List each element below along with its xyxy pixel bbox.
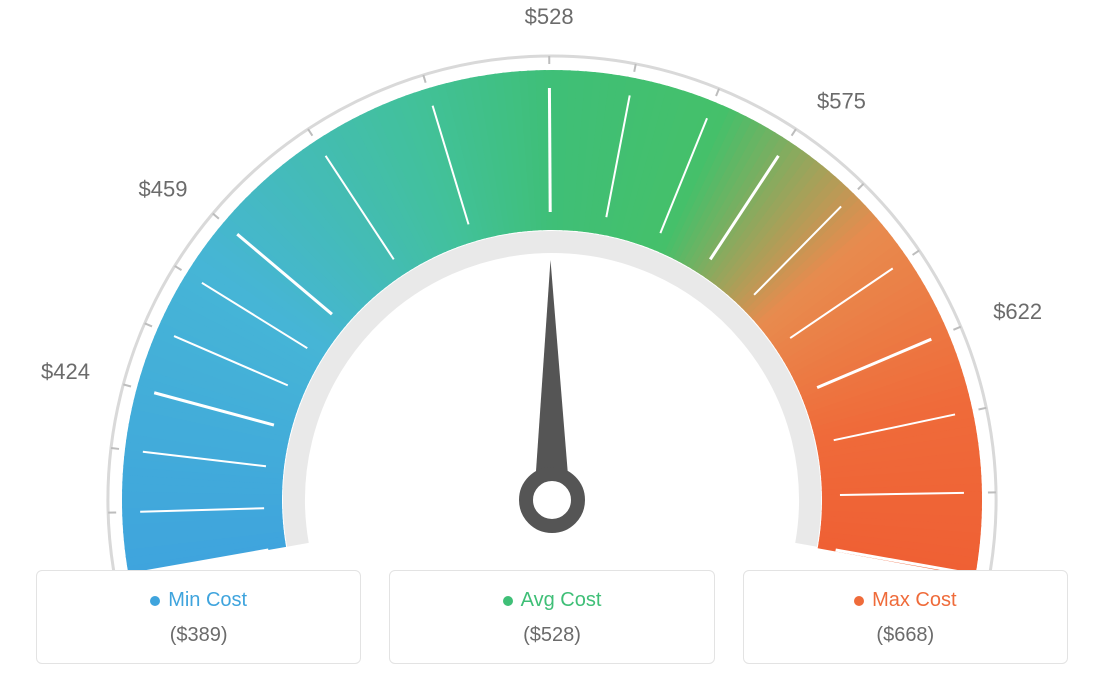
tick-label: $575 xyxy=(817,88,866,113)
legend-card-max: Max Cost ($668) xyxy=(743,570,1068,664)
legend-title-min: Min Cost xyxy=(150,589,247,612)
legend-value-avg: ($528) xyxy=(400,624,703,647)
tick-label: $424 xyxy=(41,359,90,384)
gauge-needle xyxy=(526,260,578,526)
legend-value-min: ($389) xyxy=(47,624,350,647)
cost-gauge: $389 $424 $459 $528 $575 $622 $668 xyxy=(0,0,1104,570)
tick-label: $528 xyxy=(525,4,574,29)
tick-label: $622 xyxy=(993,299,1042,324)
legend-title-avg: Avg Cost xyxy=(503,589,602,612)
gauge-svg: $389 $424 $459 $528 $575 $622 $668 xyxy=(0,0,1104,570)
legend-card-min: Min Cost ($389) xyxy=(36,570,361,664)
legend-row: Min Cost ($389) Avg Cost ($528) Max Cost… xyxy=(0,570,1104,664)
legend-label-min: Min Cost xyxy=(168,589,247,612)
tick-label: $459 xyxy=(139,177,188,202)
legend-title-max: Max Cost xyxy=(854,589,956,612)
dot-icon-max xyxy=(854,596,864,606)
legend-label-max: Max Cost xyxy=(872,589,956,612)
tick-label: $668 xyxy=(1027,569,1076,570)
dot-icon-min xyxy=(150,596,160,606)
legend-card-avg: Avg Cost ($528) xyxy=(389,570,714,664)
legend-label-avg: Avg Cost xyxy=(521,589,602,612)
tick-label: $389 xyxy=(28,569,77,570)
dot-icon-avg xyxy=(503,596,513,606)
legend-value-max: ($668) xyxy=(754,624,1057,647)
